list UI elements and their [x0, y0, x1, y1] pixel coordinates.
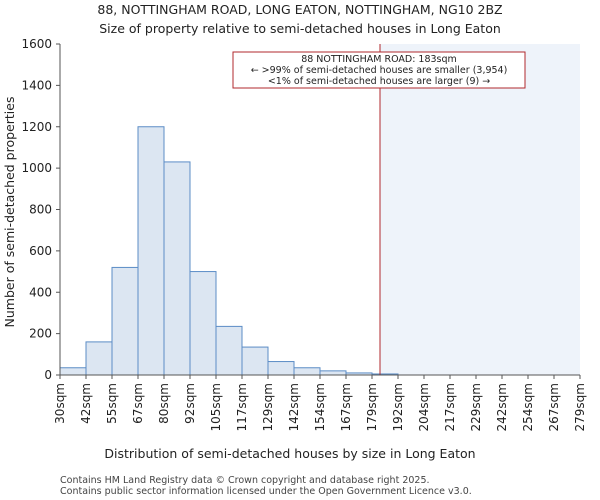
footer-copyright: Contains HM Land Registry data © Crown c… — [60, 475, 430, 486]
bar-105sqm — [215, 325, 243, 376]
y-axis-ticks: 0 200 400 600 800 1000 1200 1400 1600 — [21, 37, 60, 382]
x-tick-label: 142sqm — [287, 383, 301, 431]
y-tick-label: 1600 — [21, 37, 52, 51]
x-tick-label: 55sqm — [105, 383, 119, 424]
x-tick-label: 279sqm — [573, 383, 587, 431]
x-axis-label: Distribution of semi-detached houses by … — [104, 446, 475, 461]
bar-80sqm — [163, 161, 191, 376]
x-tick-label: 67sqm — [131, 383, 145, 424]
bar-92sqm — [189, 271, 217, 376]
x-tick-label: 242sqm — [495, 383, 509, 431]
x-tick-label: 192sqm — [391, 383, 405, 431]
bar-117sqm — [241, 346, 269, 376]
x-tick-label: 42sqm — [79, 383, 93, 424]
bar-154sqm — [319, 370, 347, 376]
x-tick-label: 117sqm — [235, 383, 249, 431]
annotation-box: 88 NOTTINGHAM ROAD: 183sqm ← >99% of sem… — [232, 51, 526, 89]
larger-region-shading — [380, 44, 580, 375]
chart-subtitle: Size of property relative to semi-detach… — [99, 21, 501, 36]
footer-licence: Contains public sector information licen… — [60, 486, 472, 497]
bar-67sqm — [137, 126, 165, 376]
bar-142sqm — [293, 367, 321, 376]
x-tick-label: 204sqm — [417, 383, 431, 431]
x-tick-label: 179sqm — [365, 383, 379, 431]
annotation-box-frame — [232, 51, 526, 89]
x-tick-label: 254sqm — [521, 383, 535, 431]
y-tick-label: 1000 — [21, 161, 52, 175]
annotation-title: 88 NOTTINGHAM ROAD: 183sqm — [301, 54, 457, 65]
x-tick-label: 167sqm — [339, 383, 353, 431]
x-tick-label: 267sqm — [547, 383, 561, 431]
x-tick-label: 229sqm — [469, 383, 483, 431]
x-tick-label: 30sqm — [53, 383, 67, 424]
x-tick-label: 154sqm — [313, 383, 327, 431]
bars-group — [59, 126, 399, 376]
x-tick-label: 129sqm — [261, 383, 275, 431]
bar-129sqm — [267, 361, 295, 376]
y-tick-label: 0 — [44, 368, 52, 382]
x-axis-ticks: 30sqm 42sqm 55sqm 67sqm 80sqm 92sqm 105sqm 117s… — [53, 375, 587, 431]
y-axis-label: Number of semi-detached properties — [2, 97, 17, 328]
x-tick-label: 105sqm — [209, 383, 223, 431]
chart-title: 88, NOTTINGHAM ROAD, LONG EATON, NOTTING… — [97, 2, 502, 17]
y-tick-label: 800 — [29, 203, 52, 217]
bar-30sqm — [59, 367, 87, 376]
bar-55sqm — [111, 266, 139, 376]
x-tick-label: 92sqm — [183, 383, 197, 424]
x-tick-label: 80sqm — [157, 383, 171, 424]
y-tick-label: 1200 — [21, 120, 52, 134]
y-tick-label: 400 — [29, 285, 52, 299]
x-tick-label: 217sqm — [443, 383, 457, 431]
annotation-smaller: ← >99% of semi-detached houses are small… — [251, 65, 508, 76]
annotation-larger: <1% of semi-detached houses are larger (… — [268, 76, 490, 87]
y-tick-label: 600 — [29, 244, 52, 258]
bar-42sqm — [85, 341, 113, 376]
y-tick-label: 200 — [29, 327, 52, 341]
y-tick-label: 1400 — [21, 78, 52, 92]
